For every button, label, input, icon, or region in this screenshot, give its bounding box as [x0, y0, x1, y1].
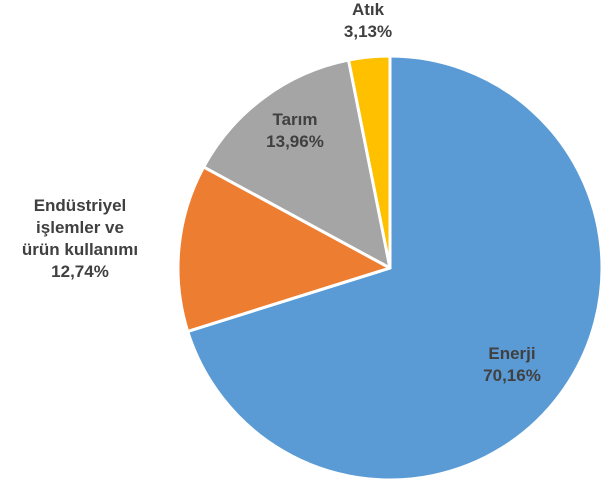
pie-slice-4 — [347, 54, 392, 270]
slice-value-label: 13,96% — [266, 132, 324, 151]
slice-value-label: 3,13% — [344, 22, 392, 41]
slice-label-4: Atık 3,13% — [344, 0, 392, 41]
slice-label-1: Enerji 70,16% — [483, 344, 541, 385]
slice-label-3: Tarım 13,96% — [266, 110, 324, 151]
slice-name-label: işlemler ve — [36, 218, 124, 237]
pie-slice-1 — [186, 54, 604, 482]
pie-slices — [176, 54, 604, 482]
slice-name-label: ürün kullanımı — [22, 240, 138, 259]
pie-labels: Enerji 70,16% Endüstriyel işlemler ve ürün k… — [22, 0, 541, 385]
slice-value-label: 12,74% — [51, 262, 109, 281]
slice-value-label: 70,16% — [483, 366, 541, 385]
slice-name-label: Endüstriyel — [34, 196, 127, 215]
slice-name-label: Tarım — [272, 110, 317, 129]
slice-name-label: Enerji — [488, 344, 535, 363]
pie-slice-3 — [202, 58, 392, 270]
slice-name-label: Atık — [352, 0, 385, 19]
pie-slice-2 — [176, 165, 392, 333]
slice-label-2: Endüstriyel işlemler ve ürün kullanımı 12,7… — [22, 196, 138, 281]
